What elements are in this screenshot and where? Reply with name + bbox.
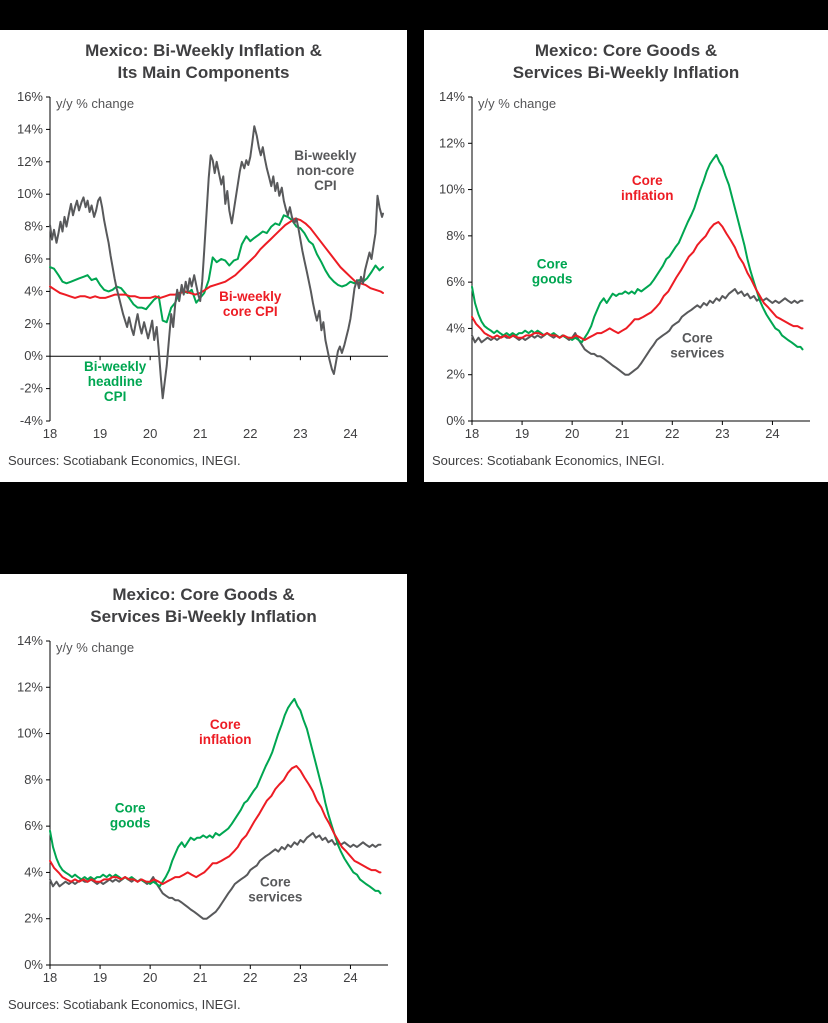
svg-text:CPI: CPI — [314, 178, 337, 193]
svg-text:0%: 0% — [446, 413, 465, 428]
svg-text:services: services — [248, 889, 302, 904]
svg-text:12%: 12% — [16, 679, 42, 694]
svg-text:23: 23 — [715, 426, 729, 441]
svg-text:y/y % change: y/y % change — [56, 640, 134, 655]
chart-title: Mexico: Bi-Weekly Inflation & Its Main Co… — [0, 30, 407, 84]
svg-text:10%: 10% — [439, 182, 465, 197]
svg-text:8%: 8% — [24, 772, 43, 787]
svg-text:services: services — [670, 345, 724, 360]
svg-text:Core: Core — [537, 256, 568, 271]
chart-source: Sources: Scotiabank Economics, INEGI. — [432, 453, 665, 468]
chart-title-line2: Services Bi-Weekly Inflation — [512, 63, 740, 82]
svg-text:Bi-weekly: Bi-weekly — [83, 359, 146, 374]
svg-text:16%: 16% — [16, 89, 42, 104]
chart-title-line2: Its Main Components — [117, 63, 290, 82]
svg-text:2%: 2% — [24, 316, 43, 331]
svg-text:21: 21 — [192, 970, 206, 985]
svg-text:18: 18 — [42, 426, 56, 441]
svg-text:Core: Core — [259, 874, 290, 889]
svg-text:12%: 12% — [16, 154, 42, 169]
chart-canvas: 0% 2% 4% 6% 8% 10% 12% 14% 18 19 20 21 22 23 24 y/y % c… — [439, 89, 810, 441]
svg-text:-2%: -2% — [19, 381, 43, 396]
svg-text:4%: 4% — [24, 283, 43, 298]
svg-text:Core: Core — [682, 330, 713, 345]
svg-text:CPI: CPI — [103, 389, 126, 404]
svg-text:24: 24 — [765, 426, 779, 441]
chart-canvas: -4% -2% 0% 2% 4% 6% 8% 10% 12% 14% 16% 18 19 20 21 22 23… — [16, 89, 388, 441]
svg-text:-4%: -4% — [19, 413, 43, 428]
chart-title-line1: Mexico: Core Goods & — [112, 585, 295, 604]
svg-text:19: 19 — [515, 426, 529, 441]
svg-text:10%: 10% — [16, 726, 42, 741]
svg-text:8%: 8% — [24, 219, 43, 234]
svg-text:4%: 4% — [24, 864, 43, 879]
svg-text:19: 19 — [92, 970, 106, 985]
svg-text:22: 22 — [243, 426, 257, 441]
svg-text:23: 23 — [293, 970, 307, 985]
svg-text:21: 21 — [615, 426, 629, 441]
svg-text:6%: 6% — [446, 274, 465, 289]
svg-text:0%: 0% — [24, 957, 43, 972]
svg-text:Core: Core — [209, 717, 240, 732]
svg-text:10%: 10% — [16, 186, 42, 201]
svg-text:19: 19 — [92, 426, 106, 441]
svg-text:22: 22 — [243, 970, 257, 985]
svg-text:inflation: inflation — [621, 188, 674, 203]
chart-panel-core-goods-services-top: Mexico: Core Goods & Services Bi-Weekly I… — [424, 30, 828, 482]
svg-text:24: 24 — [343, 426, 357, 441]
svg-text:22: 22 — [665, 426, 679, 441]
svg-text:6%: 6% — [24, 251, 43, 266]
chart-panel-biweekly-inflation: Mexico: Bi-Weekly Inflation & Its Main Co… — [0, 30, 407, 482]
svg-text:headline: headline — [87, 374, 142, 389]
svg-text:14%: 14% — [16, 633, 42, 648]
svg-text:0%: 0% — [24, 348, 43, 363]
chart-title: Mexico: Core Goods & Services Bi-Weekly I… — [424, 30, 828, 84]
svg-text:goods: goods — [532, 271, 573, 286]
svg-text:y/y % change: y/y % change — [478, 96, 556, 111]
svg-text:20: 20 — [142, 970, 156, 985]
svg-text:14%: 14% — [439, 89, 465, 104]
svg-text:Bi-weekly: Bi-weekly — [219, 289, 282, 304]
chart-source: Sources: Scotiabank Economics, INEGI. — [8, 453, 241, 468]
svg-text:18: 18 — [42, 970, 56, 985]
svg-text:non-core: non-core — [296, 163, 354, 178]
chart-panel-core-goods-services-bottom: Mexico: Core Goods & Services Bi-Weekly I… — [0, 574, 407, 1023]
chart-canvas: 0% 2% 4% 6% 8% 10% 12% 14% 18 19 20 21 22 23 24 y/y % c… — [16, 633, 388, 985]
svg-text:21: 21 — [192, 426, 206, 441]
chart-title-line1: Mexico: Bi-Weekly Inflation & — [85, 41, 322, 60]
chart-source: Sources: Scotiabank Economics, INEGI. — [8, 997, 241, 1012]
svg-text:14%: 14% — [16, 121, 42, 136]
svg-text:23: 23 — [293, 426, 307, 441]
svg-text:inflation: inflation — [199, 732, 252, 747]
svg-text:Core: Core — [632, 173, 663, 188]
svg-text:4%: 4% — [446, 320, 465, 335]
svg-text:2%: 2% — [24, 911, 43, 926]
svg-text:12%: 12% — [439, 135, 465, 150]
chart-title-line2: Services Bi-Weekly Inflation — [90, 607, 317, 626]
svg-text:24: 24 — [343, 970, 357, 985]
svg-text:18: 18 — [465, 426, 479, 441]
svg-text:20: 20 — [565, 426, 579, 441]
svg-text:core CPI: core CPI — [222, 304, 277, 319]
chart-title-line1: Mexico: Core Goods & — [534, 41, 718, 60]
svg-text:20: 20 — [142, 426, 156, 441]
chart-title: Mexico: Core Goods & Services Bi-Weekly I… — [0, 574, 407, 628]
svg-text:2%: 2% — [446, 367, 465, 382]
svg-text:8%: 8% — [446, 228, 465, 243]
svg-text:goods: goods — [109, 815, 150, 830]
svg-text:6%: 6% — [24, 818, 43, 833]
svg-text:y/y % change: y/y % change — [56, 96, 134, 111]
svg-text:Bi-weekly: Bi-weekly — [294, 148, 357, 163]
svg-text:Core: Core — [114, 800, 145, 815]
